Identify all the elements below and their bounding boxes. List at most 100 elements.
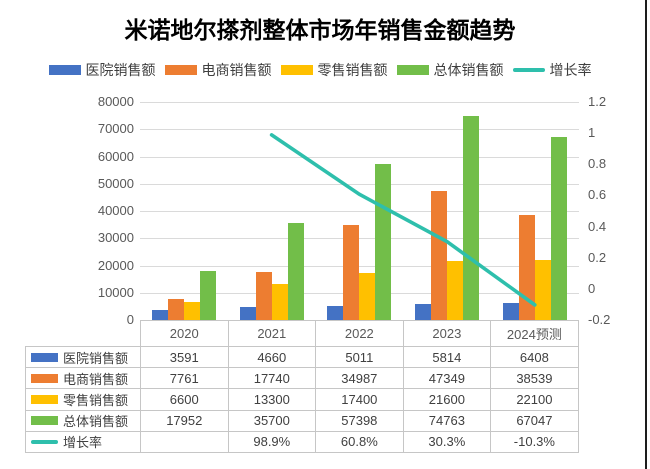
ecommerce-row-swatch <box>31 373 58 383</box>
table-cell: 7761 <box>169 370 199 386</box>
left-axis-tick: 20000 <box>97 257 134 273</box>
total-bar <box>550 137 567 320</box>
gridline <box>140 211 579 212</box>
ecommerce-legend-swatch <box>164 65 197 75</box>
growth-legend-swatch <box>512 68 545 72</box>
total-bar <box>375 163 392 320</box>
hospital-row-swatch <box>31 352 58 362</box>
retail-row-swatch <box>31 395 58 404</box>
row-header-growth: 增长率 <box>26 431 141 453</box>
x-axis-label: 2024预测 <box>490 321 578 346</box>
table-cell: 13300 <box>227 389 316 410</box>
hospital-legend-swatch <box>48 65 81 75</box>
table-cell: 98.9% <box>227 431 316 453</box>
retail-bar <box>359 272 376 320</box>
total-row-swatch <box>31 416 58 426</box>
total-bar <box>287 222 304 320</box>
table-row: 增长率 98.9% 60.8% 30.3% -10.3% <box>26 431 578 453</box>
row-label: 增长率 <box>63 435 103 451</box>
legend-label: 总体销售额 <box>433 62 504 78</box>
table-cell: 17400 <box>315 389 403 410</box>
ecommerce-bar <box>167 298 184 320</box>
x-axis-label: 2020 <box>169 326 199 341</box>
ecommerce-bar <box>518 215 535 320</box>
table-cell: 60.8% <box>315 431 403 453</box>
legend-item-growth: 增长率 <box>512 60 592 80</box>
table-cell: -10.3% <box>490 431 578 453</box>
left-axis-tick: 80000 <box>97 94 134 109</box>
window-edge-line <box>645 0 647 469</box>
row-header-ecommerce: 电商销售额 <box>26 368 141 389</box>
chart-title: 米诺地尔搽剂整体市场年销售金额趋势 <box>124 17 516 43</box>
x-axis-label: 2023 <box>402 321 491 346</box>
left-axis-tick: 10000 <box>97 284 134 300</box>
table-cell: 34987 <box>315 368 403 389</box>
gridline <box>140 129 579 131</box>
ecommerce-bar <box>431 191 448 320</box>
ecommerce-bar <box>255 271 272 320</box>
retail-bar <box>183 302 200 320</box>
table-cell: 22100 <box>490 389 578 410</box>
x-axis-row: 2020 2021 2022 2023 2024预测 <box>140 320 579 346</box>
row-label: 零售销售额 <box>63 393 129 408</box>
gridline <box>140 102 579 103</box>
hospital-bar <box>151 310 168 320</box>
hospital-bar <box>502 302 519 320</box>
table-cell: 21600 <box>402 389 491 410</box>
x-axis-label: 2022 <box>315 321 403 346</box>
left-axis-tick: 40000 <box>97 203 134 218</box>
row-label: 总体销售额 <box>63 414 129 430</box>
table-cell: 35700 <box>227 410 316 431</box>
legend-item-total: 总体销售额 <box>396 60 504 80</box>
chart-legend: 医院销售额 电商销售额 零售销售额 总体销售额 增长率 <box>0 60 640 80</box>
legend-label: 零售销售额 <box>317 62 388 78</box>
total-legend-swatch <box>396 65 429 75</box>
row-header-retail: 零售销售额 <box>26 389 141 410</box>
table-cell: 3591 <box>169 349 199 365</box>
table-cell: 57398 <box>315 410 403 431</box>
right-axis-tick: 0.2 <box>588 249 607 265</box>
x-axis-label: 2021 <box>227 321 316 346</box>
table-cell: 74763 <box>402 410 491 431</box>
total-bar <box>463 116 480 320</box>
ecommerce-bar <box>343 224 360 320</box>
right-axis-tick: -0.2 <box>588 312 611 327</box>
left-axis-tick: 50000 <box>97 175 134 191</box>
legend-item-ecommerce: 电商销售额 <box>164 60 272 80</box>
gridline <box>140 183 579 185</box>
left-axis-tick: 60000 <box>97 148 134 164</box>
growth-rate-line <box>269 133 537 307</box>
gridline <box>140 156 579 158</box>
table-row: 总体销售额 17952 35700 57398 74763 67047 <box>26 410 578 432</box>
row-header-total: 总体销售额 <box>26 410 141 431</box>
right-axis-tick: 0.4 <box>588 218 607 234</box>
right-axis-tick: 1 <box>588 125 596 141</box>
data-table: 医院销售额 3591 4660 5011 5814 6408 电商销售额 7761 17740 3… <box>25 346 579 453</box>
row-label: 医院销售额 <box>63 350 129 366</box>
table-row: 零售销售额 6600 13300 17400 21600 22100 <box>26 389 578 411</box>
hospital-bar <box>327 306 344 320</box>
legend-item-retail: 零售销售额 <box>280 60 388 80</box>
total-bar <box>199 271 216 320</box>
legend-label: 增长率 <box>549 62 592 78</box>
table-row: 电商销售额 7761 17740 34987 47349 38539 <box>26 368 578 390</box>
table-cell: 6408 <box>490 347 578 368</box>
right-axis-tick: 0.6 <box>588 187 607 203</box>
table-row: 医院销售额 3591 4660 5011 5814 6408 <box>26 347 578 369</box>
table-cell: 47349 <box>402 368 491 389</box>
legend-label: 医院销售额 <box>85 62 156 78</box>
retail-bar <box>534 259 551 320</box>
table-cell: 4660 <box>227 347 316 368</box>
table-cell: 38539 <box>490 368 578 389</box>
hospital-bar <box>239 307 256 320</box>
growth-row-swatch <box>31 439 58 444</box>
right-axis-tick: 0 <box>588 280 596 296</box>
table-cell: 5814 <box>402 347 491 368</box>
right-axis-tick: 0.8 <box>588 156 607 172</box>
left-axis-tick: 30000 <box>97 230 134 246</box>
table-cell: 5011 <box>315 347 403 368</box>
table-cell: 67047 <box>490 410 578 431</box>
legend-item-hospital: 医院销售额 <box>48 60 156 80</box>
legend-label: 电商销售额 <box>201 62 272 78</box>
